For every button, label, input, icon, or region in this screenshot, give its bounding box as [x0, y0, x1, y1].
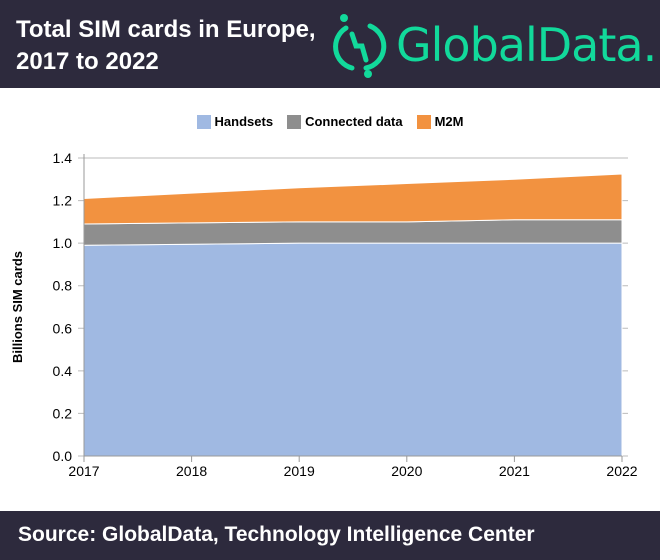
y-tick-label: 0.0 [53, 448, 73, 464]
y-tick-label: 1.0 [53, 235, 73, 251]
legend-label: Handsets [214, 114, 274, 129]
y-axis-label: Billions SIM cards [10, 251, 25, 363]
x-tick-label: 2020 [391, 463, 422, 479]
x-tick-label: 2018 [176, 463, 207, 479]
logo-text: GlobalData. [396, 18, 657, 72]
footer-banner: Source: GlobalData, Technology Intellige… [0, 511, 660, 560]
area-handsets [83, 242, 623, 457]
y-tick-label: 0.2 [53, 405, 73, 421]
chart-title: Total SIM cards in Europe, 2017 to 2022 [16, 16, 316, 75]
source-text: Source: GlobalData, Technology Intellige… [18, 523, 535, 546]
x-tick-label: 2022 [606, 463, 637, 479]
legend-item: Handsets [196, 114, 274, 129]
y-tick-label: 1.2 [53, 193, 73, 209]
legend-label: M2M [434, 114, 464, 129]
x-tick-label: 2017 [68, 463, 99, 479]
legend-item: Connected data [287, 114, 403, 129]
legend-label: Connected data [305, 114, 403, 129]
globaldata-logo: GlobalData. [330, 12, 657, 78]
globaldata-logo-icon [333, 14, 387, 78]
y-tick-label: 0.8 [53, 278, 73, 294]
legend-swatch-m2m [416, 114, 431, 129]
legend-swatch-handsets [196, 114, 211, 129]
area-chart: 0.0 0.2 0.4 0.6 0.8 1.0 1.2 1.4 2017 2018 2019 2020… [10, 150, 638, 479]
y-tick-label: 1.4 [53, 150, 73, 166]
legend-swatch-connected [287, 114, 302, 129]
header-banner: Total SIM cards in Europe, 2017 to 2022 … [0, 0, 660, 88]
y-tick-label: 0.6 [53, 320, 73, 336]
legend-item: M2M [416, 114, 464, 129]
x-tick-label: 2021 [499, 463, 530, 479]
x-tick-label: 2019 [284, 463, 315, 479]
area-m2m [83, 173, 623, 225]
legend: Handsets Connected data M2M [0, 114, 660, 129]
y-tick-label: 0.4 [53, 363, 73, 379]
